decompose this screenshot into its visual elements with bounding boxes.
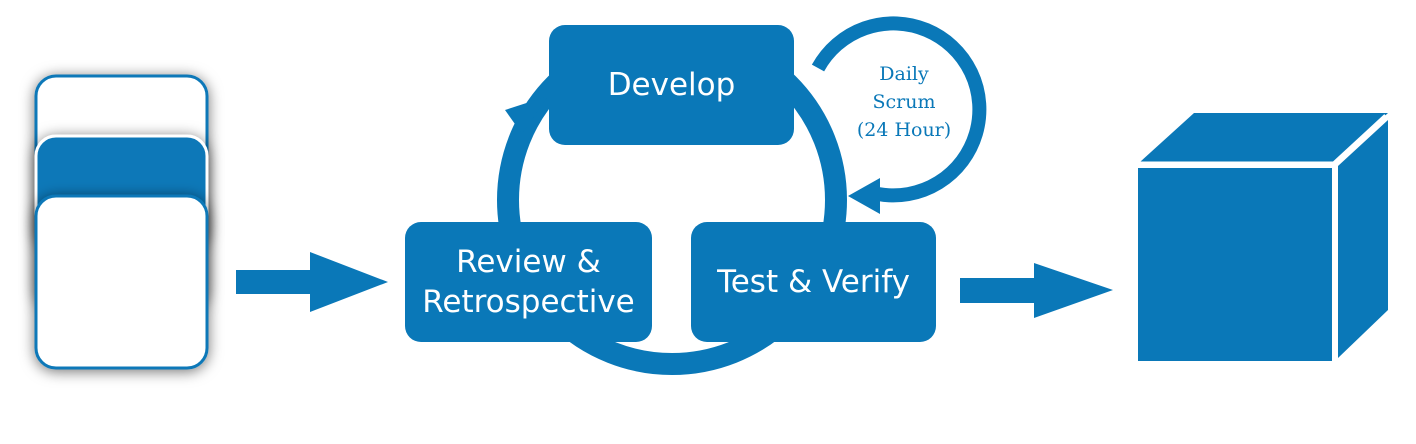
review-label-line2: Retrospective bbox=[422, 284, 635, 320]
output-arrow-icon bbox=[960, 263, 1113, 318]
input-arrow-icon bbox=[236, 252, 388, 312]
develop-step: Develop bbox=[549, 25, 794, 145]
test-label: Test & Verify bbox=[717, 264, 910, 300]
cube-top bbox=[1140, 113, 1388, 162]
test-step: Test & Verify bbox=[691, 222, 936, 342]
develop-label: Develop bbox=[607, 67, 736, 103]
daily-scrum-line2: Scrum bbox=[872, 91, 936, 113]
daily-scrum-line1: Daily bbox=[879, 63, 929, 85]
card-front bbox=[34, 194, 209, 370]
daily-scrum-loop bbox=[811, 16, 987, 203]
daily-scrum-label: Daily Scrum (24 Hour) bbox=[840, 60, 968, 144]
cube-icon bbox=[1138, 113, 1388, 362]
daily-scrum-arrowhead-icon bbox=[848, 178, 880, 214]
daily-scrum-line3: (24 Hour) bbox=[856, 119, 952, 141]
review-label-line1: Review & bbox=[456, 244, 601, 280]
cube-front bbox=[1138, 168, 1332, 361]
cycle-arrowhead-icon bbox=[505, 96, 548, 134]
stacked-cards-icon bbox=[34, 74, 209, 370]
review-step: Review & Retrospective bbox=[405, 222, 652, 342]
cube-side bbox=[1338, 120, 1388, 358]
